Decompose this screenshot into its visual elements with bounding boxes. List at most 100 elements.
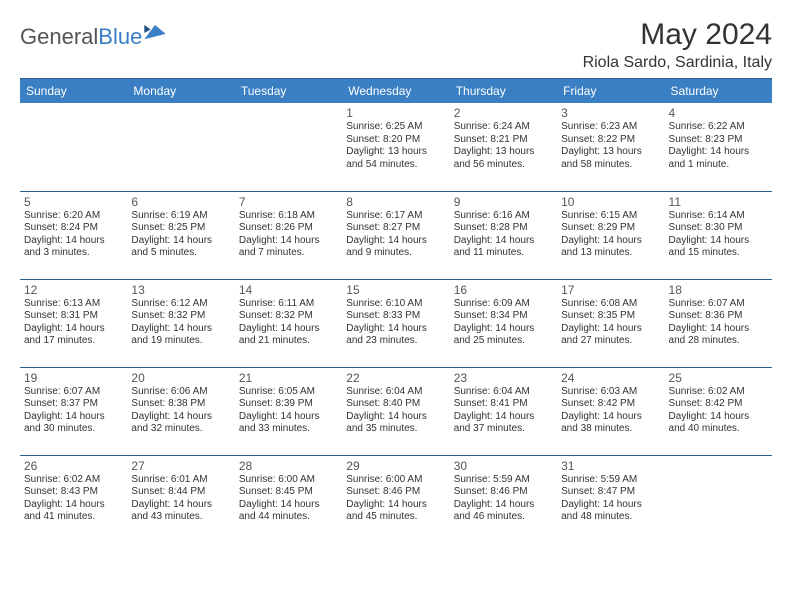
daylight-text: and 23 minutes. bbox=[346, 335, 445, 348]
daylight-text: Daylight: 14 hours bbox=[239, 499, 338, 512]
weekday-header: Tuesday bbox=[235, 79, 342, 104]
calendar-cell: 12Sunrise: 6:13 AMSunset: 8:31 PMDayligh… bbox=[20, 279, 127, 367]
sunset-text: Sunset: 8:32 PM bbox=[239, 310, 338, 323]
sunrise-text: Sunrise: 6:02 AM bbox=[24, 474, 123, 487]
sunrise-text: Sunrise: 6:05 AM bbox=[239, 386, 338, 399]
daylight-text: Daylight: 14 hours bbox=[561, 411, 660, 424]
sunrise-text: Sunrise: 6:06 AM bbox=[131, 386, 230, 399]
sunset-text: Sunset: 8:25 PM bbox=[131, 222, 230, 235]
daylight-text: Daylight: 14 hours bbox=[454, 499, 553, 512]
day-number: 15 bbox=[346, 283, 445, 297]
daylight-text: Daylight: 14 hours bbox=[24, 499, 123, 512]
sunset-text: Sunset: 8:21 PM bbox=[454, 134, 553, 147]
day-number: 1 bbox=[346, 106, 445, 120]
daylight-text: Daylight: 13 hours bbox=[561, 146, 660, 159]
daylight-text: and 15 minutes. bbox=[669, 247, 768, 260]
sunset-text: Sunset: 8:32 PM bbox=[131, 310, 230, 323]
daylight-text: and 3 minutes. bbox=[24, 247, 123, 260]
weekday-header: Sunday bbox=[20, 79, 127, 104]
daylight-text: Daylight: 14 hours bbox=[24, 235, 123, 248]
calendar-cell bbox=[235, 103, 342, 191]
calendar-cell: 27Sunrise: 6:01 AMSunset: 8:44 PMDayligh… bbox=[127, 455, 234, 543]
daylight-text: Daylight: 14 hours bbox=[131, 499, 230, 512]
daylight-text: Daylight: 14 hours bbox=[239, 411, 338, 424]
sunrise-text: Sunrise: 6:20 AM bbox=[24, 210, 123, 223]
day-number: 8 bbox=[346, 195, 445, 209]
day-number: 18 bbox=[669, 283, 768, 297]
daylight-text: and 46 minutes. bbox=[454, 511, 553, 524]
daylight-text: and 19 minutes. bbox=[131, 335, 230, 348]
sunset-text: Sunset: 8:29 PM bbox=[561, 222, 660, 235]
day-number: 16 bbox=[454, 283, 553, 297]
sunset-text: Sunset: 8:44 PM bbox=[131, 486, 230, 499]
daylight-text: and 56 minutes. bbox=[454, 159, 553, 172]
sunrise-text: Sunrise: 6:00 AM bbox=[239, 474, 338, 487]
sunset-text: Sunset: 8:42 PM bbox=[669, 398, 768, 411]
day-number: 30 bbox=[454, 459, 553, 473]
sunrise-text: Sunrise: 5:59 AM bbox=[454, 474, 553, 487]
daylight-text: Daylight: 14 hours bbox=[239, 323, 338, 336]
calendar-cell: 29Sunrise: 6:00 AMSunset: 8:46 PMDayligh… bbox=[342, 455, 449, 543]
daylight-text: and 41 minutes. bbox=[24, 511, 123, 524]
calendar-cell bbox=[20, 103, 127, 191]
daylight-text: Daylight: 14 hours bbox=[669, 323, 768, 336]
sunset-text: Sunset: 8:31 PM bbox=[24, 310, 123, 323]
sunset-text: Sunset: 8:27 PM bbox=[346, 222, 445, 235]
sunrise-text: Sunrise: 6:00 AM bbox=[346, 474, 445, 487]
weekday-header: Thursday bbox=[450, 79, 557, 104]
sunrise-text: Sunrise: 6:25 AM bbox=[346, 121, 445, 134]
day-number: 3 bbox=[561, 106, 660, 120]
daylight-text: Daylight: 14 hours bbox=[131, 235, 230, 248]
daylight-text: and 58 minutes. bbox=[561, 159, 660, 172]
daylight-text: Daylight: 14 hours bbox=[669, 411, 768, 424]
day-number: 28 bbox=[239, 459, 338, 473]
calendar-row: 1Sunrise: 6:25 AMSunset: 8:20 PM Daylight… bbox=[20, 103, 772, 191]
sunrise-text: Sunrise: 6:16 AM bbox=[454, 210, 553, 223]
day-number: 4 bbox=[669, 106, 768, 120]
daylight-text: and 35 minutes. bbox=[346, 423, 445, 436]
calendar-cell: 15Sunrise: 6:10 AMSunset: 8:33 PMDayligh… bbox=[342, 279, 449, 367]
sunrise-text: Sunrise: 6:17 AM bbox=[346, 210, 445, 223]
daylight-text: Daylight: 14 hours bbox=[561, 323, 660, 336]
calendar-cell: 17Sunrise: 6:08 AMSunset: 8:35 PMDayligh… bbox=[557, 279, 664, 367]
calendar-cell: 18Sunrise: 6:07 AMSunset: 8:36 PMDayligh… bbox=[665, 279, 772, 367]
sunrise-text: Sunrise: 6:08 AM bbox=[561, 298, 660, 311]
sunset-text: Sunset: 8:43 PM bbox=[24, 486, 123, 499]
sunrise-text: Sunrise: 6:24 AM bbox=[454, 121, 553, 134]
sunset-text: Sunset: 8:39 PM bbox=[239, 398, 338, 411]
daylight-text: and 48 minutes. bbox=[561, 511, 660, 524]
sunset-text: Sunset: 8:22 PM bbox=[561, 134, 660, 147]
day-number: 6 bbox=[131, 195, 230, 209]
daylight-text: Daylight: 13 hours bbox=[454, 146, 553, 159]
calendar-cell: 30Sunrise: 5:59 AMSunset: 8:46 PMDayligh… bbox=[450, 455, 557, 543]
calendar-cell: 26Sunrise: 6:02 AMSunset: 8:43 PMDayligh… bbox=[20, 455, 127, 543]
daylight-text: and 1 minute. bbox=[669, 159, 768, 172]
sunrise-text: Sunrise: 6:19 AM bbox=[131, 210, 230, 223]
daylight-text: Daylight: 14 hours bbox=[561, 499, 660, 512]
sunrise-text: Sunrise: 6:22 AM bbox=[669, 121, 768, 134]
daylight-text: and 30 minutes. bbox=[24, 423, 123, 436]
daylight-text: and 11 minutes. bbox=[454, 247, 553, 260]
calendar-cell: 19Sunrise: 6:07 AMSunset: 8:37 PMDayligh… bbox=[20, 367, 127, 455]
daylight-text: and 7 minutes. bbox=[239, 247, 338, 260]
calendar-cell: 4Sunrise: 6:22 AMSunset: 8:23 PMDaylight… bbox=[665, 103, 772, 191]
sunset-text: Sunset: 8:20 PM bbox=[346, 134, 445, 147]
daylight-text: Daylight: 14 hours bbox=[669, 146, 768, 159]
daylight-text: Daylight: 14 hours bbox=[561, 235, 660, 248]
daylight-text: and 45 minutes. bbox=[346, 511, 445, 524]
daylight-text: and 5 minutes. bbox=[131, 247, 230, 260]
sunrise-text: Sunrise: 6:14 AM bbox=[669, 210, 768, 223]
day-number: 2 bbox=[454, 106, 553, 120]
day-number: 24 bbox=[561, 371, 660, 385]
sunrise-text: Sunrise: 6:18 AM bbox=[239, 210, 338, 223]
calendar-row: 26Sunrise: 6:02 AMSunset: 8:43 PMDayligh… bbox=[20, 455, 772, 543]
sunset-text: Sunset: 8:47 PM bbox=[561, 486, 660, 499]
daylight-text: Daylight: 14 hours bbox=[669, 235, 768, 248]
day-number: 26 bbox=[24, 459, 123, 473]
sunset-text: Sunset: 8:46 PM bbox=[454, 486, 553, 499]
daylight-text: Daylight: 14 hours bbox=[24, 323, 123, 336]
daylight-text: Daylight: 14 hours bbox=[454, 411, 553, 424]
day-number: 20 bbox=[131, 371, 230, 385]
calendar-cell: 5Sunrise: 6:20 AMSunset: 8:24 PMDaylight… bbox=[20, 191, 127, 279]
daylight-text: Daylight: 14 hours bbox=[346, 499, 445, 512]
